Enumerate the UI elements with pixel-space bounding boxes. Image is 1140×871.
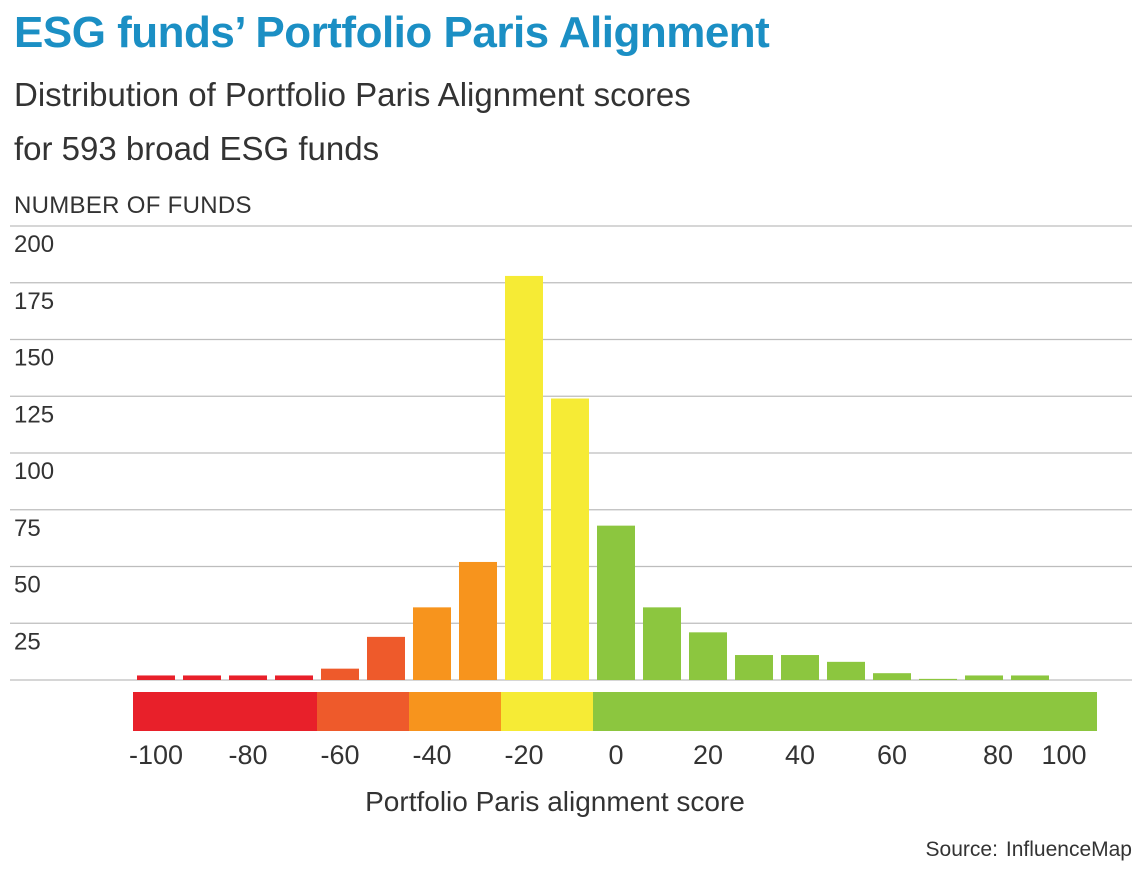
bar bbox=[459, 561, 497, 680]
bar bbox=[735, 655, 773, 680]
bar bbox=[551, 398, 589, 680]
x-tick-label: -40 bbox=[412, 740, 451, 770]
source-label: Source: bbox=[925, 838, 998, 861]
x-tick-label: 0 bbox=[608, 740, 623, 770]
bar bbox=[183, 675, 221, 680]
subtitle-line-2: for 593 broad ESG funds bbox=[14, 130, 380, 167]
source-note: Source: InfluenceMap bbox=[926, 838, 1132, 862]
bar bbox=[505, 275, 543, 680]
subtitle-line-1: Distribution of Portfolio Paris Alignmen… bbox=[14, 76, 691, 113]
bar-layer bbox=[137, 275, 1049, 680]
bar bbox=[321, 668, 359, 680]
x-tick-label: -60 bbox=[320, 740, 359, 770]
y-axis-label: NUMBER OF FUNDS bbox=[14, 192, 252, 219]
x-tick-label: -80 bbox=[228, 740, 267, 770]
y-tick-label: 200 bbox=[14, 231, 54, 258]
bar bbox=[827, 661, 865, 680]
color-scale-strip bbox=[133, 692, 1097, 731]
color-scale-segment bbox=[501, 692, 593, 731]
bar bbox=[275, 675, 313, 680]
x-tick-label: 80 bbox=[983, 740, 1013, 770]
bar bbox=[781, 655, 819, 680]
x-tick-label: 60 bbox=[877, 740, 907, 770]
y-tick-label: 125 bbox=[14, 401, 54, 428]
chart-title: ESG funds’ Portfolio Paris Alignment bbox=[14, 8, 770, 57]
x-tick-labels: -100 -80 -60 -40 -20 0 20 40 60 80 100 bbox=[129, 740, 1087, 770]
bar bbox=[597, 525, 635, 680]
y-tick-label: 100 bbox=[14, 458, 54, 485]
bar bbox=[137, 675, 175, 680]
color-scale-segment bbox=[317, 692, 409, 731]
bar bbox=[413, 607, 451, 680]
bar bbox=[643, 607, 681, 680]
x-axis-label: Portfolio Paris alignment score bbox=[365, 786, 745, 817]
y-tick-label: 75 bbox=[14, 515, 41, 542]
x-tick-label: 20 bbox=[693, 740, 723, 770]
y-tick-label: 175 bbox=[14, 288, 54, 315]
x-tick-label: 100 bbox=[1041, 740, 1086, 770]
y-tick-label: 25 bbox=[14, 628, 41, 655]
x-tick-label: 40 bbox=[785, 740, 815, 770]
bar bbox=[873, 673, 911, 680]
color-scale-segment bbox=[133, 692, 317, 731]
bar bbox=[367, 636, 405, 680]
bar bbox=[689, 632, 727, 680]
bar bbox=[229, 675, 267, 680]
y-tick-label: 150 bbox=[14, 345, 54, 372]
x-tick-label: -20 bbox=[504, 740, 543, 770]
y-tick-label: 50 bbox=[14, 572, 41, 599]
bar bbox=[1011, 675, 1049, 680]
bar bbox=[919, 678, 957, 680]
color-scale-segment bbox=[409, 692, 501, 731]
chart-subtitle: Distribution of Portfolio Paris Alignmen… bbox=[14, 68, 1014, 176]
x-tick-label: -100 bbox=[129, 740, 183, 770]
source-value: InfluenceMap bbox=[1005, 838, 1132, 861]
color-scale-segment bbox=[593, 692, 1097, 731]
bar bbox=[965, 675, 1003, 680]
